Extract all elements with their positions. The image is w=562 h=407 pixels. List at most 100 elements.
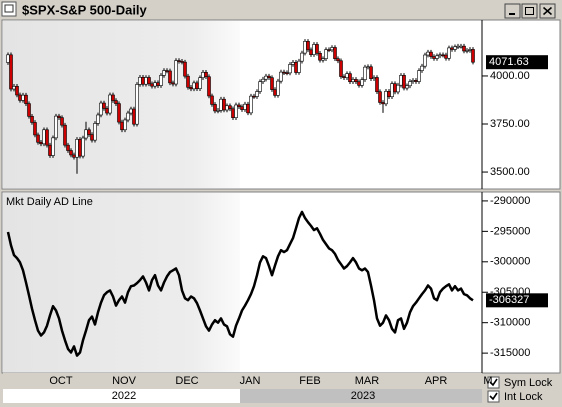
candle-body xyxy=(339,60,343,77)
x-axis-band xyxy=(3,373,482,389)
candle-body xyxy=(336,58,340,62)
year-band-2023 xyxy=(240,389,482,403)
candle-body xyxy=(321,58,325,61)
candle-body xyxy=(384,91,388,105)
candle-body xyxy=(204,72,208,78)
candle-body xyxy=(417,70,421,82)
x-tick-label: M xyxy=(483,375,492,387)
candle-body xyxy=(108,94,112,114)
candle-body xyxy=(33,122,37,136)
sym-lock-label[interactable]: Sym Lock xyxy=(504,377,553,389)
candle-body xyxy=(249,95,253,114)
candle-body xyxy=(132,108,136,125)
price-panel-shade xyxy=(3,21,240,188)
x-tick-label: APR xyxy=(425,375,448,387)
y-tick-label: 4000.00 xyxy=(490,70,530,82)
candle-body xyxy=(198,77,202,89)
candle-body xyxy=(348,73,352,83)
maximize-button[interactable] xyxy=(521,3,538,19)
candle-body xyxy=(264,75,268,80)
candle-body xyxy=(84,129,88,139)
candle-body xyxy=(363,66,367,80)
candle-body xyxy=(126,112,130,121)
candle-body xyxy=(273,89,277,96)
candle-body xyxy=(87,129,91,135)
candle-body xyxy=(189,87,193,90)
candle-body xyxy=(306,41,310,51)
candle-body xyxy=(156,82,160,86)
candle-body xyxy=(135,84,139,125)
candle-body xyxy=(354,79,358,83)
candle-body xyxy=(162,70,166,76)
candle-body xyxy=(396,84,400,93)
window-buttons[interactable] xyxy=(504,3,556,19)
candle-body xyxy=(51,137,55,156)
candle-body xyxy=(402,75,406,89)
candle-body xyxy=(39,141,43,145)
y-tick-label: -290000 xyxy=(490,195,530,207)
candle-body xyxy=(243,103,247,110)
candle-body xyxy=(393,83,397,93)
candle-body xyxy=(60,117,64,126)
candle-body xyxy=(165,70,169,72)
candle-body xyxy=(429,51,433,57)
minimize-button[interactable] xyxy=(504,3,521,19)
candle-body xyxy=(438,54,442,57)
candle-body xyxy=(78,139,82,157)
maximize-glyph xyxy=(525,7,534,15)
int-lock-label[interactable]: Int Lock xyxy=(504,391,543,403)
candle-body xyxy=(342,76,346,78)
candle-body xyxy=(237,104,241,108)
candle-body xyxy=(351,79,355,83)
candle-body xyxy=(120,121,124,131)
candle-body xyxy=(372,77,376,79)
ad-panel-shade xyxy=(3,193,240,372)
candle-body xyxy=(327,49,331,51)
candle-body xyxy=(303,41,307,54)
candle-body xyxy=(129,108,133,114)
last-value-box xyxy=(486,55,548,70)
last-value-label: 4071.63 xyxy=(489,56,529,68)
close-glyph xyxy=(543,6,552,16)
candle-body xyxy=(99,102,103,116)
candle-body xyxy=(222,98,226,111)
candle-body xyxy=(210,95,214,105)
x-tick-label: NOV xyxy=(112,375,137,387)
candle-body xyxy=(444,54,448,59)
candle-body xyxy=(333,47,337,59)
int-lock-checkbox[interactable] xyxy=(487,390,500,403)
candle-body xyxy=(195,82,199,89)
candle-body xyxy=(279,71,283,82)
candle-body xyxy=(240,106,244,110)
ad-line xyxy=(6,210,474,357)
candle-body xyxy=(291,62,295,65)
candle-body xyxy=(411,80,415,82)
candle-body xyxy=(150,83,154,87)
candle-body xyxy=(399,75,403,86)
candle-body xyxy=(435,55,439,59)
candle-body xyxy=(66,144,70,151)
candle-body xyxy=(36,134,40,143)
candle-body xyxy=(54,115,58,139)
sym-lock-checkbox[interactable] xyxy=(487,376,500,389)
candle-body xyxy=(282,71,286,74)
candle-body xyxy=(414,80,418,82)
candle-body xyxy=(213,104,217,112)
candle-body xyxy=(447,47,451,59)
candle-body xyxy=(426,51,430,56)
candle-body xyxy=(276,80,280,96)
candle-body xyxy=(102,102,106,109)
candle-body xyxy=(231,108,235,118)
candle-body xyxy=(45,129,49,146)
candle-body xyxy=(186,75,190,88)
candle-body xyxy=(324,49,328,59)
candle-body xyxy=(285,72,289,74)
candle-body xyxy=(63,124,67,146)
candle-body xyxy=(72,154,76,158)
candle-body xyxy=(267,75,271,78)
candle-body xyxy=(432,56,436,59)
candle-body xyxy=(96,114,100,124)
candle-body xyxy=(177,60,181,62)
candle-body xyxy=(90,134,94,141)
candle-body xyxy=(468,49,472,51)
